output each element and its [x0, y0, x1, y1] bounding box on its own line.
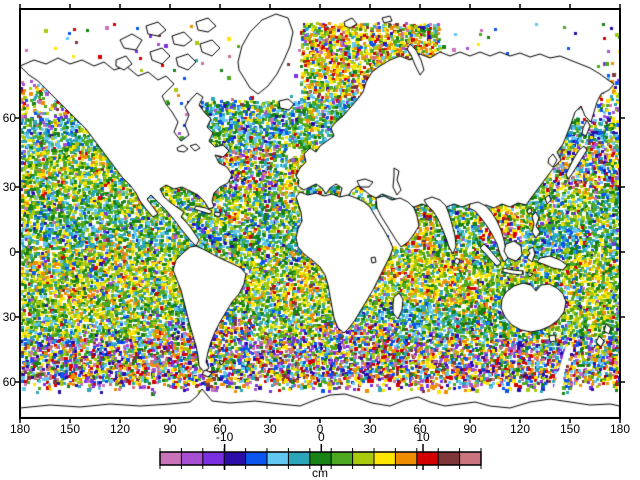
y-axis-tick-label: 0: [9, 245, 16, 259]
y-axis-tick-label: 30: [3, 310, 17, 324]
x-axis-tick-label: 120: [110, 422, 130, 436]
colorbar-cell: [224, 452, 246, 465]
colorbar-cell: [245, 452, 267, 465]
colorbar-cell: [267, 452, 289, 465]
colorbar-unit-label: cm: [312, 466, 328, 480]
colorbar-cell: [395, 452, 417, 465]
x-axis-tick-label: 0: [317, 422, 324, 436]
colorbar-cell: [309, 452, 332, 465]
colorbar-cell: [374, 452, 396, 465]
x-axis-tick-label: 60: [213, 422, 227, 436]
colorbar-tick-label: 10: [416, 430, 430, 444]
map-frame: [19, 8, 621, 419]
x-axis-tick-label: 150: [60, 422, 80, 436]
colorbar-cell: [288, 452, 310, 465]
x-axis-tick-label: 60: [413, 422, 427, 436]
x-axis-tick-label: 180: [610, 422, 630, 436]
x-axis-tick-label: 90: [463, 422, 477, 436]
colorbar-cell: [181, 452, 203, 465]
colorbar-tick-label: 0: [318, 430, 325, 444]
colorbar-cell: [352, 452, 374, 465]
x-axis-tick-label: 180: [10, 422, 30, 436]
colorbar-cell: [202, 452, 225, 465]
y-axis-tick-label: 60: [3, 375, 17, 389]
colorbar-cell: [331, 452, 353, 465]
x-axis-tick-label: 150: [560, 422, 580, 436]
world-map-dot-field: [20, 9, 620, 418]
x-axis-tick-label: 30: [363, 422, 377, 436]
colorbar-cell: [416, 452, 439, 465]
y-axis-tick-label: 60: [3, 111, 17, 125]
colorbar-cell: [160, 452, 182, 465]
colorbar-outline: [159, 451, 482, 466]
y-axis-tick-label: 30: [3, 180, 17, 194]
x-axis-tick-label: 90: [163, 422, 177, 436]
colorbar-cell: [438, 452, 460, 465]
x-axis-tick-label: 120: [510, 422, 530, 436]
colorbar-cell: [459, 452, 481, 465]
x-axis-tick-label: 30: [263, 422, 277, 436]
colorbar-tick-label: -10: [216, 430, 234, 444]
